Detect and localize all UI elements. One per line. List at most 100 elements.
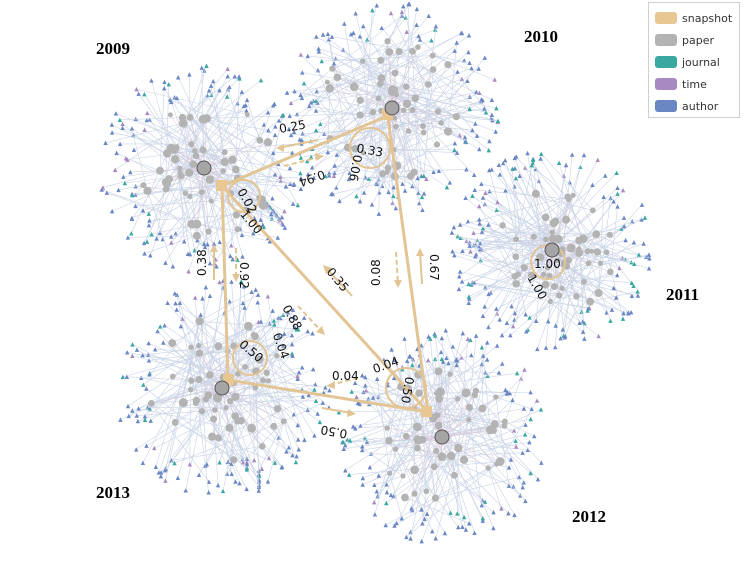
leaf-node <box>202 244 208 250</box>
leaf-node <box>401 4 406 9</box>
leaf-node <box>211 241 217 247</box>
leaf-node <box>511 428 517 433</box>
paper-node <box>186 114 194 122</box>
paper-node <box>413 444 421 452</box>
leaf-node <box>265 479 271 484</box>
cluster-link <box>334 165 383 174</box>
paper-node <box>549 229 555 236</box>
cluster-link <box>231 281 239 374</box>
leaf-node <box>154 236 159 241</box>
leaf-node <box>261 122 267 127</box>
leaf-node <box>140 208 146 213</box>
cluster-link <box>435 450 465 518</box>
cluster-link <box>531 274 613 310</box>
leaf-node <box>346 472 352 477</box>
leaf-node <box>508 457 514 462</box>
cluster-link <box>394 359 417 427</box>
leaf-node <box>472 187 477 192</box>
leaf-node <box>465 78 470 84</box>
leaf-node <box>647 256 652 261</box>
leaf-node <box>298 186 304 192</box>
leaf-node <box>457 222 463 227</box>
leaf-node <box>469 65 474 71</box>
leaf-node <box>290 307 296 313</box>
paper-node <box>195 375 203 384</box>
leaf-node <box>353 426 358 431</box>
leaf-node <box>169 458 174 463</box>
leaf-node <box>466 33 472 38</box>
cluster-link <box>474 189 569 200</box>
leaf-node <box>311 175 317 180</box>
cluster-link <box>237 307 245 374</box>
leaf-node <box>494 207 499 212</box>
leaf-node <box>199 65 204 70</box>
edge-label: 0.04 <box>332 369 359 383</box>
leaf-node <box>320 400 325 405</box>
leaf-node <box>621 215 627 220</box>
leaf-node <box>241 103 247 109</box>
paper-node <box>204 391 213 399</box>
leaf-node <box>146 352 151 358</box>
leaf-node <box>169 234 174 239</box>
paper-node <box>438 120 444 126</box>
cluster-link <box>143 345 199 385</box>
paper-node <box>430 463 438 471</box>
cluster-link <box>143 167 205 186</box>
leaf-node <box>300 394 306 399</box>
cluster-link <box>488 222 555 328</box>
cluster-link <box>302 72 393 90</box>
leaf-node <box>473 254 478 259</box>
cluster-link <box>221 387 284 422</box>
paper-node <box>192 219 202 229</box>
leaf-node <box>279 464 285 469</box>
cluster-link <box>590 291 638 302</box>
edge-label: 1.00 <box>534 257 561 271</box>
leaf-node <box>560 327 566 332</box>
leaf-node <box>477 90 482 96</box>
leaf-node <box>477 217 482 222</box>
cluster-link <box>422 491 427 524</box>
leaf-node <box>491 525 496 531</box>
cluster-link <box>545 301 551 348</box>
leaf-node <box>285 310 291 315</box>
leaf-node <box>363 383 368 388</box>
paper-node <box>196 342 202 349</box>
cluster-link <box>151 403 248 468</box>
leaf-node <box>357 198 363 204</box>
cluster-link <box>237 134 276 230</box>
leaf-node <box>497 172 503 177</box>
leaf-node <box>267 239 273 244</box>
cluster-link <box>151 403 210 482</box>
paper-node <box>227 398 234 405</box>
paper-node <box>195 349 203 357</box>
leaf-node <box>140 353 145 358</box>
cluster-link <box>567 154 573 197</box>
paper-node <box>333 73 342 82</box>
paper-node <box>359 58 366 64</box>
cluster-link <box>316 36 457 117</box>
legend-label: time <box>682 77 707 91</box>
leaf-node <box>146 340 151 346</box>
leaf-node <box>215 482 221 488</box>
cluster-link <box>147 190 174 267</box>
leaf-node <box>120 121 125 127</box>
leaf-node <box>253 287 258 292</box>
leaf-node <box>371 499 377 505</box>
paper-node <box>465 403 473 412</box>
cluster-link <box>552 172 617 239</box>
leaf-node <box>474 89 479 95</box>
leaf-node <box>529 406 534 412</box>
leaf-node <box>125 403 131 409</box>
leaf-node <box>104 190 110 195</box>
leaf-node <box>286 445 292 450</box>
leaf-node <box>144 117 149 123</box>
paper-node <box>392 115 398 121</box>
paper-node <box>324 79 330 85</box>
leaf-node <box>482 201 488 207</box>
leaf-node <box>120 125 125 131</box>
leaf-node <box>639 217 644 222</box>
cluster-link <box>391 107 438 145</box>
leaf-node <box>372 512 378 517</box>
cluster-link <box>325 149 394 177</box>
leaf-node <box>494 306 499 311</box>
